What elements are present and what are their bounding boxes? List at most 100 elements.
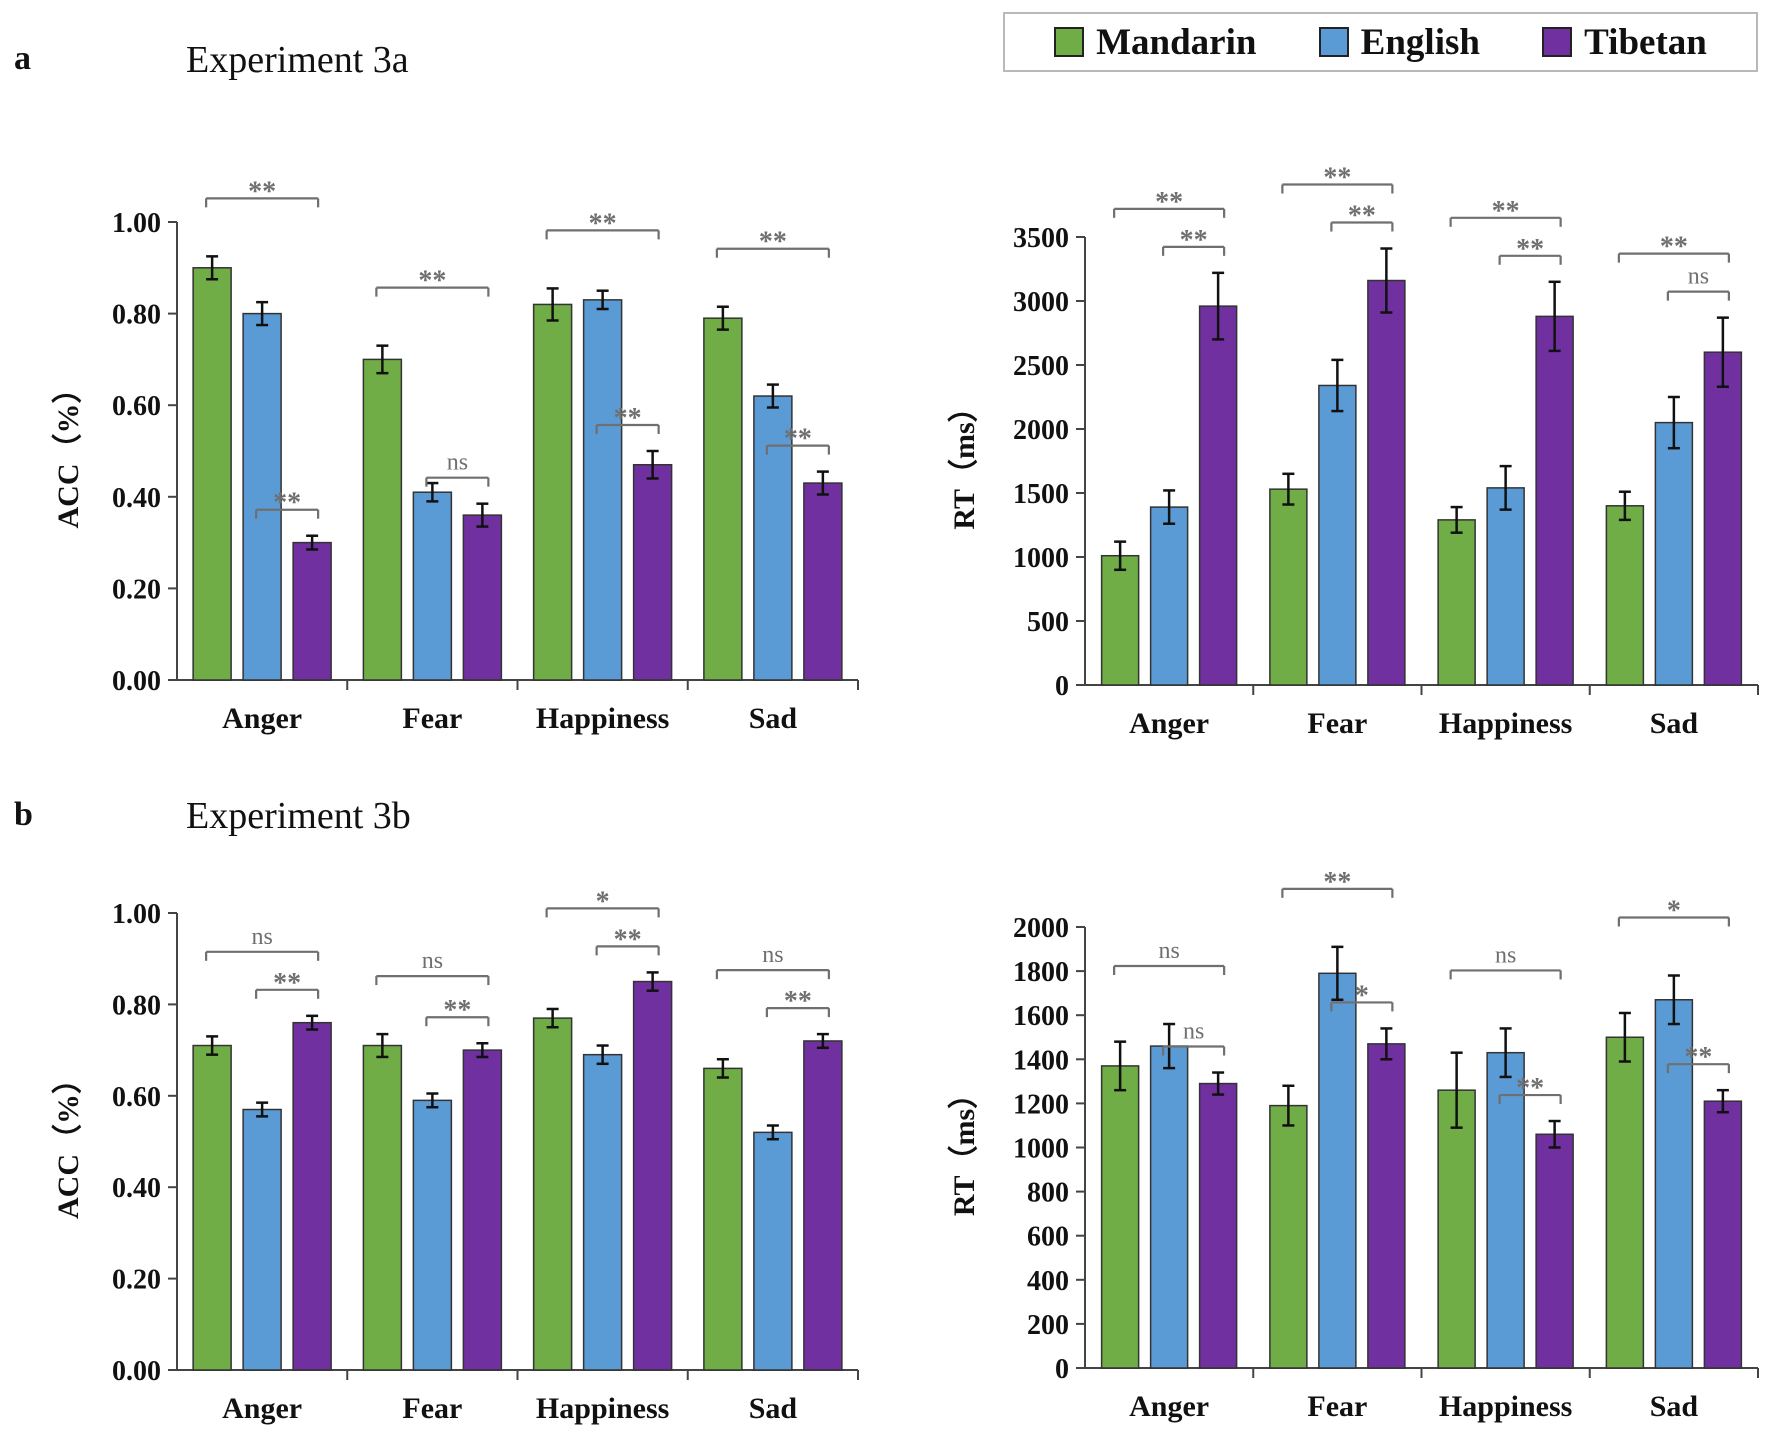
- a-acc-sig-label: **: [273, 488, 301, 519]
- a-acc-y-tick-label: 0.40: [112, 483, 161, 514]
- b-rt-bar-tibetan: [1703, 1100, 1743, 1369]
- b-acc-sig-label: ns: [762, 942, 783, 968]
- b-rt-bar-mandarin: [1100, 1065, 1140, 1369]
- b-acc-bar-english: [582, 1053, 623, 1371]
- b-rt-x-tick-label: Anger: [1129, 1390, 1209, 1423]
- b-acc-y-tick-label: 1.00: [112, 899, 161, 930]
- b-acc-x-tick-label: Fear: [402, 1392, 462, 1425]
- panel-a-title: Experiment 3a: [186, 39, 409, 81]
- a-rt-y-axis-label: RT（ms）: [947, 392, 981, 529]
- a-acc-bar-tibetan: [803, 482, 843, 681]
- b-rt-sig-label: **: [1323, 867, 1351, 898]
- a-rt-y-tick-label: 3000: [1013, 287, 1069, 318]
- a-rt-bar-tibetan: [1535, 315, 1574, 686]
- a-rt-bar-english: [1318, 384, 1357, 686]
- b-rt-sig-label: *: [1355, 980, 1369, 1011]
- a-acc-sig-label: ns: [447, 450, 468, 476]
- a-rt-x-tick-label: Anger: [1129, 707, 1209, 740]
- a-rt-sig-label: **: [1180, 225, 1208, 256]
- legend-swatch-tibetan: [1542, 27, 1573, 57]
- a-rt-bar-tibetan: [1367, 279, 1406, 686]
- b-acc-y-tick-label: 0.60: [112, 1082, 161, 1113]
- a-rt-bar-mandarin: [1605, 505, 1645, 686]
- b-acc-bar-mandarin: [703, 1067, 743, 1371]
- b-acc-sig-label: **: [614, 924, 642, 955]
- legend-item-tibetan: Tibetan: [1542, 21, 1707, 64]
- a-acc-sig-label: **: [759, 227, 787, 258]
- b-acc-bar-mandarin: [532, 1017, 573, 1371]
- b-acc-x-tick-label: Happiness: [536, 1392, 669, 1425]
- b-rt-x-tick-label: Happiness: [1439, 1390, 1572, 1423]
- b-rt-y-tick-label: 400: [1027, 1266, 1069, 1297]
- a-rt-y-tick-label: 3500: [1013, 223, 1069, 254]
- b-rt-y-tick-label: 200: [1027, 1310, 1069, 1341]
- b-acc-x-tick-label: Anger: [222, 1392, 302, 1425]
- a-acc-bar-english: [582, 299, 623, 681]
- a-acc-bar-tibetan: [292, 541, 332, 681]
- a-acc-bar-tibetan: [632, 463, 673, 681]
- a-rt-bar-mandarin: [1437, 519, 1476, 686]
- b-rt-sig-label: *: [1667, 896, 1681, 927]
- a-acc-sig-label: **: [784, 424, 812, 455]
- a-acc-y-tick-label: 0.80: [112, 300, 161, 331]
- a-rt-sig-label: **: [1348, 201, 1376, 232]
- b-rt-bar-english: [1486, 1051, 1525, 1369]
- a-acc-x-tick-label: Sad: [749, 702, 798, 735]
- b-rt-sig-label: ns: [1183, 1019, 1204, 1045]
- a-acc-y-tick-label: 0.00: [112, 666, 161, 697]
- b-acc-bar-english: [753, 1131, 793, 1371]
- panel-b-letter: b: [14, 796, 33, 833]
- b-acc-y-axis-label: ACC（%）: [51, 1064, 85, 1219]
- b-rt-y-tick-label: 1800: [1013, 957, 1069, 988]
- b-rt-x-tick-label: Fear: [1307, 1390, 1367, 1423]
- b-acc-bar-mandarin: [362, 1044, 403, 1371]
- b-acc-y-tick-label: 0.20: [112, 1265, 161, 1296]
- b-rt-bar-tibetan: [1367, 1043, 1406, 1369]
- b-rt-x-tick-label: Sad: [1650, 1390, 1699, 1423]
- a-acc-x-tick-label: Fear: [402, 702, 462, 735]
- b-acc-bar-tibetan: [462, 1049, 503, 1371]
- legend-label-tibetan: Tibetan: [1584, 21, 1707, 63]
- b-acc-sig-label: ns: [422, 948, 443, 974]
- b-rt-y-tick-label: 0: [1055, 1354, 1069, 1385]
- a-acc-y-tick-label: 0.60: [112, 391, 161, 422]
- a-rt-x-tick-label: Sad: [1650, 707, 1699, 740]
- legend-label-mandarin: Mandarin: [1096, 21, 1257, 63]
- a-rt-y-tick-label: 2500: [1013, 351, 1069, 382]
- panel-b-title: Experiment 3b: [186, 795, 411, 837]
- a-acc-bar-mandarin: [532, 303, 573, 681]
- b-acc-bar-english: [412, 1099, 453, 1371]
- b-rt-bar-english: [1654, 999, 1694, 1369]
- a-acc-bar-mandarin: [362, 358, 403, 681]
- b-acc-sig-label: *: [596, 886, 610, 917]
- b-rt-y-tick-label: 2000: [1013, 913, 1069, 944]
- b-rt-sig-label: ns: [1495, 942, 1516, 968]
- legend-item-mandarin: Mandarin: [1054, 21, 1256, 64]
- b-acc-y-tick-label: 0.00: [112, 1356, 161, 1387]
- b-rt-bar-mandarin: [1269, 1104, 1308, 1369]
- b-acc-bar-tibetan: [632, 980, 673, 1371]
- b-rt-y-tick-label: 1200: [1013, 1089, 1069, 1120]
- b-acc-bar-mandarin: [192, 1044, 232, 1371]
- a-rt-sig-label: ns: [1688, 264, 1709, 290]
- a-rt-bar-english: [1149, 506, 1189, 686]
- b-acc-sig-label: **: [273, 968, 301, 999]
- a-acc-bar-mandarin: [192, 267, 232, 681]
- legend-swatch-mandarin: [1054, 27, 1085, 57]
- b-rt-bar-english: [1149, 1045, 1189, 1369]
- a-rt-sig-label: **: [1323, 163, 1351, 194]
- b-rt-bar-mandarin: [1437, 1089, 1476, 1369]
- a-rt-bar-tibetan: [1198, 305, 1238, 686]
- legend-label-english: English: [1360, 21, 1480, 63]
- b-rt-y-tick-label: 1600: [1013, 1001, 1069, 1032]
- a-acc-y-tick-label: 0.20: [112, 574, 161, 605]
- b-rt-y-tick-label: 600: [1027, 1222, 1069, 1253]
- a-acc-y-tick-label: 1.00: [112, 208, 161, 239]
- b-acc-y-tick-label: 0.40: [112, 1173, 161, 1204]
- a-rt-bar-english: [1486, 487, 1525, 686]
- a-rt-x-tick-label: Fear: [1307, 707, 1367, 740]
- a-acc-bar-english: [412, 491, 453, 681]
- b-rt-y-tick-label: 1000: [1013, 1134, 1069, 1165]
- a-rt-y-tick-label: 1000: [1013, 543, 1069, 574]
